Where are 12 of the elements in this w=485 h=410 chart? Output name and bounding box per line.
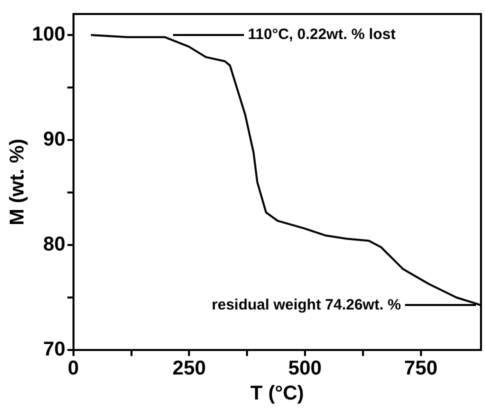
y-tick-label: 80 — [43, 234, 66, 256]
x-tick-label: 500 — [288, 358, 322, 380]
annotation: residual weight 74.26wt. % — [212, 296, 402, 314]
x-tick-label: 750 — [404, 358, 438, 380]
y-tick-label: 90 — [43, 128, 66, 151]
x-tick-label: 250 — [172, 358, 206, 380]
x-tick-label: 0 — [68, 358, 79, 380]
annotation: 110°C, 0.22wt. % lost — [248, 26, 396, 44]
y-axis-title: M (wt. %) — [6, 138, 29, 226]
y-tick-label: 100 — [32, 24, 66, 46]
y-tick-label: 70 — [43, 338, 66, 361]
x-axis-title: T (°C) — [250, 382, 304, 405]
